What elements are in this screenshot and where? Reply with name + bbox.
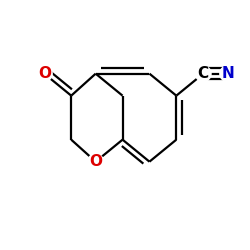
Circle shape <box>220 66 236 82</box>
Text: O: O <box>38 66 51 81</box>
Text: O: O <box>89 154 102 169</box>
Text: N: N <box>221 66 234 81</box>
Circle shape <box>36 66 52 82</box>
Text: C: C <box>198 66 209 81</box>
Circle shape <box>88 154 104 170</box>
Circle shape <box>196 66 211 82</box>
